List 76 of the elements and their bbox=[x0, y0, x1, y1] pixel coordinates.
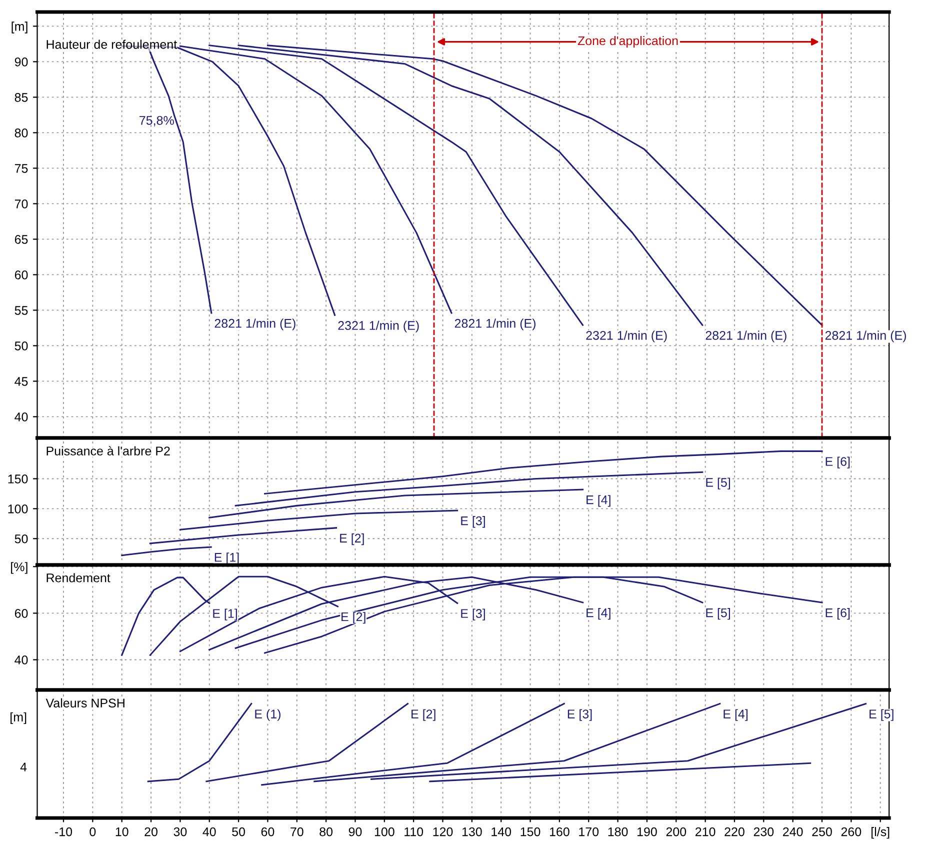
annotation: 75,8% bbox=[140, 116, 174, 126]
x-tick-label: 130 bbox=[462, 827, 482, 836]
series-label: E [2] bbox=[340, 533, 364, 546]
x-tick-label: 20 bbox=[144, 827, 158, 836]
x-tick-label: 110 bbox=[404, 827, 424, 836]
y-tick-label: 45 bbox=[14, 377, 28, 386]
y-tick-label: [%] bbox=[11, 562, 28, 574]
x-tick-label: 180 bbox=[608, 827, 628, 836]
text: 4 bbox=[20, 762, 27, 772]
x-tick-label: 200 bbox=[666, 827, 686, 836]
series-label: E [1] bbox=[213, 608, 237, 620]
series-label: 2321 1/min (E) bbox=[338, 320, 419, 332]
x-tick-label: 190 bbox=[637, 827, 657, 836]
series-label: E [6] bbox=[826, 608, 850, 620]
x-tick-label: 120 bbox=[433, 827, 453, 836]
x-tick-label: 90 bbox=[348, 827, 362, 836]
x-tick-label: 250 bbox=[812, 827, 832, 836]
x-tick-label: 170 bbox=[579, 827, 599, 836]
x-tick-label: 140 bbox=[492, 827, 512, 836]
annotation: Puissance à l'arbre P2 bbox=[46, 446, 170, 456]
x-tick-label: 150 bbox=[520, 827, 540, 836]
y-tick-label: 65 bbox=[14, 235, 28, 244]
series-label: E [5] bbox=[706, 608, 730, 620]
y-tick-label: 55 bbox=[14, 306, 28, 315]
series-label: E [4] bbox=[586, 608, 610, 620]
series-label: E [2] bbox=[412, 709, 436, 721]
x-tick-label: 60 bbox=[261, 827, 274, 836]
series-label: E [3] bbox=[461, 516, 485, 528]
y-tick-label: 60 bbox=[14, 270, 28, 280]
y-tick-label: 90 bbox=[14, 58, 28, 66]
series-label: 2821 1/min (E) bbox=[825, 330, 906, 342]
y-tick-label: 50 bbox=[14, 534, 28, 544]
x-tick-label: 0 bbox=[90, 827, 96, 836]
x-tick-label: 10 bbox=[116, 827, 128, 836]
x-tick-label: 160 bbox=[550, 827, 570, 836]
x-tick-label: 80 bbox=[320, 827, 333, 836]
series-label: 2821 1/min (E) bbox=[706, 330, 786, 342]
series-label: 2821 1/min (E) bbox=[454, 318, 536, 330]
series-label: 2821 1/min (E) bbox=[214, 318, 296, 330]
series-label: E [3] bbox=[461, 608, 485, 620]
y-tick-label: 40 bbox=[14, 656, 28, 664]
series-label: E (1) bbox=[255, 709, 280, 721]
annotation: Valeurs NPSH bbox=[46, 698, 124, 708]
x-tick-label: 40 bbox=[202, 827, 216, 836]
x-tick-label: 220 bbox=[724, 827, 744, 836]
x-tick-label: 50 bbox=[232, 827, 245, 836]
series-label: E [4] bbox=[586, 495, 610, 507]
y-tick-label: 85 bbox=[14, 93, 28, 102]
y-tick-label: 150 bbox=[8, 474, 28, 484]
series-label: E [5] bbox=[870, 709, 894, 721]
x-tick-label: [l/s] bbox=[872, 827, 890, 839]
series-label: 2321 1/min (E) bbox=[586, 330, 667, 342]
x-tick-label: 260 bbox=[841, 827, 862, 836]
y-tick-label: 60 bbox=[14, 608, 28, 618]
series-label: E [4] bbox=[724, 709, 748, 721]
annotation: Rendement bbox=[46, 573, 110, 582]
series-label: E [5] bbox=[706, 478, 730, 490]
y-tick-label: 100 bbox=[8, 504, 28, 514]
x-tick-label: -10 bbox=[55, 827, 72, 836]
x-tick-label: 30 bbox=[174, 827, 187, 836]
x-tick-label: 240 bbox=[783, 827, 803, 836]
x-tick-label: 100 bbox=[374, 827, 394, 836]
series-label: E [3] bbox=[568, 709, 592, 721]
y-tick-label: 75 bbox=[14, 164, 28, 173]
ref-line-label: Zone d'application bbox=[578, 36, 678, 48]
annotation: Hauteur de refoulement bbox=[46, 40, 177, 49]
x-tick-label: 230 bbox=[754, 827, 774, 836]
x-tick-label: 210 bbox=[696, 827, 716, 836]
series-label: E [6] bbox=[826, 456, 850, 468]
y-tick-label: [m] bbox=[12, 22, 28, 34]
y-tick-label: 70 bbox=[14, 200, 28, 208]
series-label: E [2] bbox=[342, 612, 366, 624]
y-tick-label: 80 bbox=[14, 128, 28, 138]
y-tick-label: 40 bbox=[14, 412, 28, 422]
y-tick-label: 50 bbox=[14, 342, 28, 350]
x-tick-label: 70 bbox=[290, 827, 304, 836]
